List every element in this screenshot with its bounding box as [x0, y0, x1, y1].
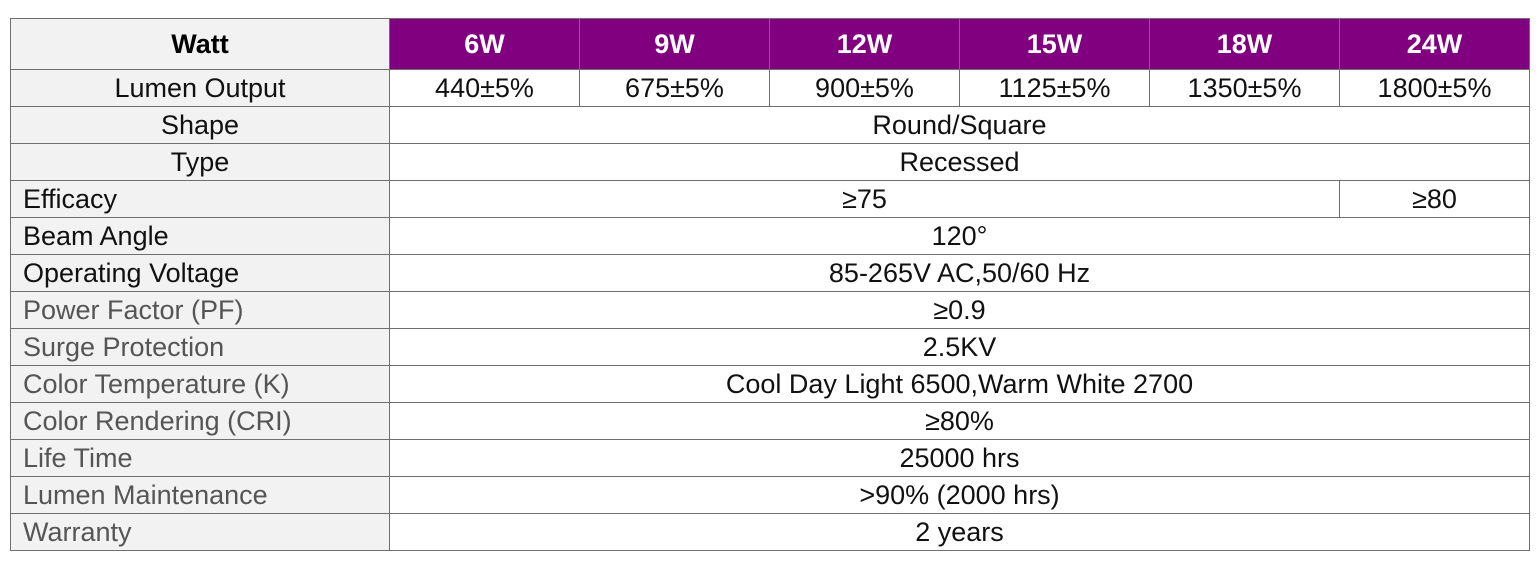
lumen-output-9w: 675±5%	[579, 69, 770, 107]
label-efficacy: Efficacy	[10, 180, 390, 218]
row-color-rendering: Color Rendering (CRI) ≥80%	[10, 402, 1530, 440]
value-shape: Round/Square	[389, 106, 1530, 144]
lumen-output-12w: 900±5%	[769, 69, 960, 107]
header-6w: 6W	[389, 18, 580, 70]
row-life-time: Life Time 25000 hrs	[10, 439, 1530, 477]
value-surge-protection: 2.5KV	[389, 328, 1530, 366]
value-efficacy-24w: ≥80	[1339, 180, 1530, 218]
value-efficacy-main: ≥75	[389, 180, 1340, 218]
header-15w: 15W	[959, 18, 1150, 70]
label-color-temperature: Color Temperature (K)	[10, 365, 390, 403]
header-24w: 24W	[1339, 18, 1530, 70]
lumen-output-24w: 1800±5%	[1339, 69, 1530, 107]
label-shape: Shape	[10, 106, 390, 144]
label-type: Type	[10, 143, 390, 181]
row-shape: Shape Round/Square	[10, 106, 1530, 144]
value-power-factor: ≥0.9	[389, 291, 1530, 329]
value-life-time: 25000 hrs	[389, 439, 1530, 477]
row-lumen-maintenance: Lumen Maintenance >90% (2000 hrs)	[10, 476, 1530, 514]
lumen-output-6w: 440±5%	[389, 69, 580, 107]
label-lumen-maintenance: Lumen Maintenance	[10, 476, 390, 514]
label-operating-voltage: Operating Voltage	[10, 254, 390, 292]
row-color-temperature: Color Temperature (K) Cool Day Light 650…	[10, 365, 1530, 403]
value-lumen-maintenance: >90% (2000 hrs)	[389, 476, 1530, 514]
label-beam-angle: Beam Angle	[10, 217, 390, 255]
lumen-output-18w: 1350±5%	[1149, 69, 1340, 107]
lumen-output-15w: 1125±5%	[959, 69, 1150, 107]
header-row: Watt 6W 9W 12W 15W 18W 24W	[10, 18, 1530, 70]
row-beam-angle: Beam Angle 120°	[10, 217, 1530, 255]
row-warranty: Warranty 2 years	[10, 513, 1530, 551]
value-color-rendering: ≥80%	[389, 402, 1530, 440]
value-beam-angle: 120°	[389, 217, 1530, 255]
row-type: Type Recessed	[10, 143, 1530, 181]
value-color-temperature: Cool Day Light 6500,Warm White 2700	[389, 365, 1530, 403]
value-operating-voltage: 85-265V AC,50/60 Hz	[389, 254, 1530, 292]
watt-header-cell: Watt	[10, 18, 390, 70]
row-lumen-output: Lumen Output 440±5% 675±5% 900±5% 1125±5…	[10, 69, 1530, 107]
spec-table: Watt 6W 9W 12W 15W 18W 24W Lumen Output …	[10, 18, 1530, 551]
row-operating-voltage: Operating Voltage 85-265V AC,50/60 Hz	[10, 254, 1530, 292]
label-surge-protection: Surge Protection	[10, 328, 390, 366]
value-warranty: 2 years	[389, 513, 1530, 551]
label-lumen-output: Lumen Output	[10, 69, 390, 107]
label-color-rendering: Color Rendering (CRI)	[10, 402, 390, 440]
row-power-factor: Power Factor (PF) ≥0.9	[10, 291, 1530, 329]
row-efficacy: Efficacy ≥75 ≥80	[10, 180, 1530, 218]
label-life-time: Life Time	[10, 439, 390, 477]
header-18w: 18W	[1149, 18, 1340, 70]
header-9w: 9W	[579, 18, 770, 70]
row-surge-protection: Surge Protection 2.5KV	[10, 328, 1530, 366]
header-12w: 12W	[769, 18, 960, 70]
label-power-factor: Power Factor (PF)	[10, 291, 390, 329]
value-type: Recessed	[389, 143, 1530, 181]
label-warranty: Warranty	[10, 513, 390, 551]
